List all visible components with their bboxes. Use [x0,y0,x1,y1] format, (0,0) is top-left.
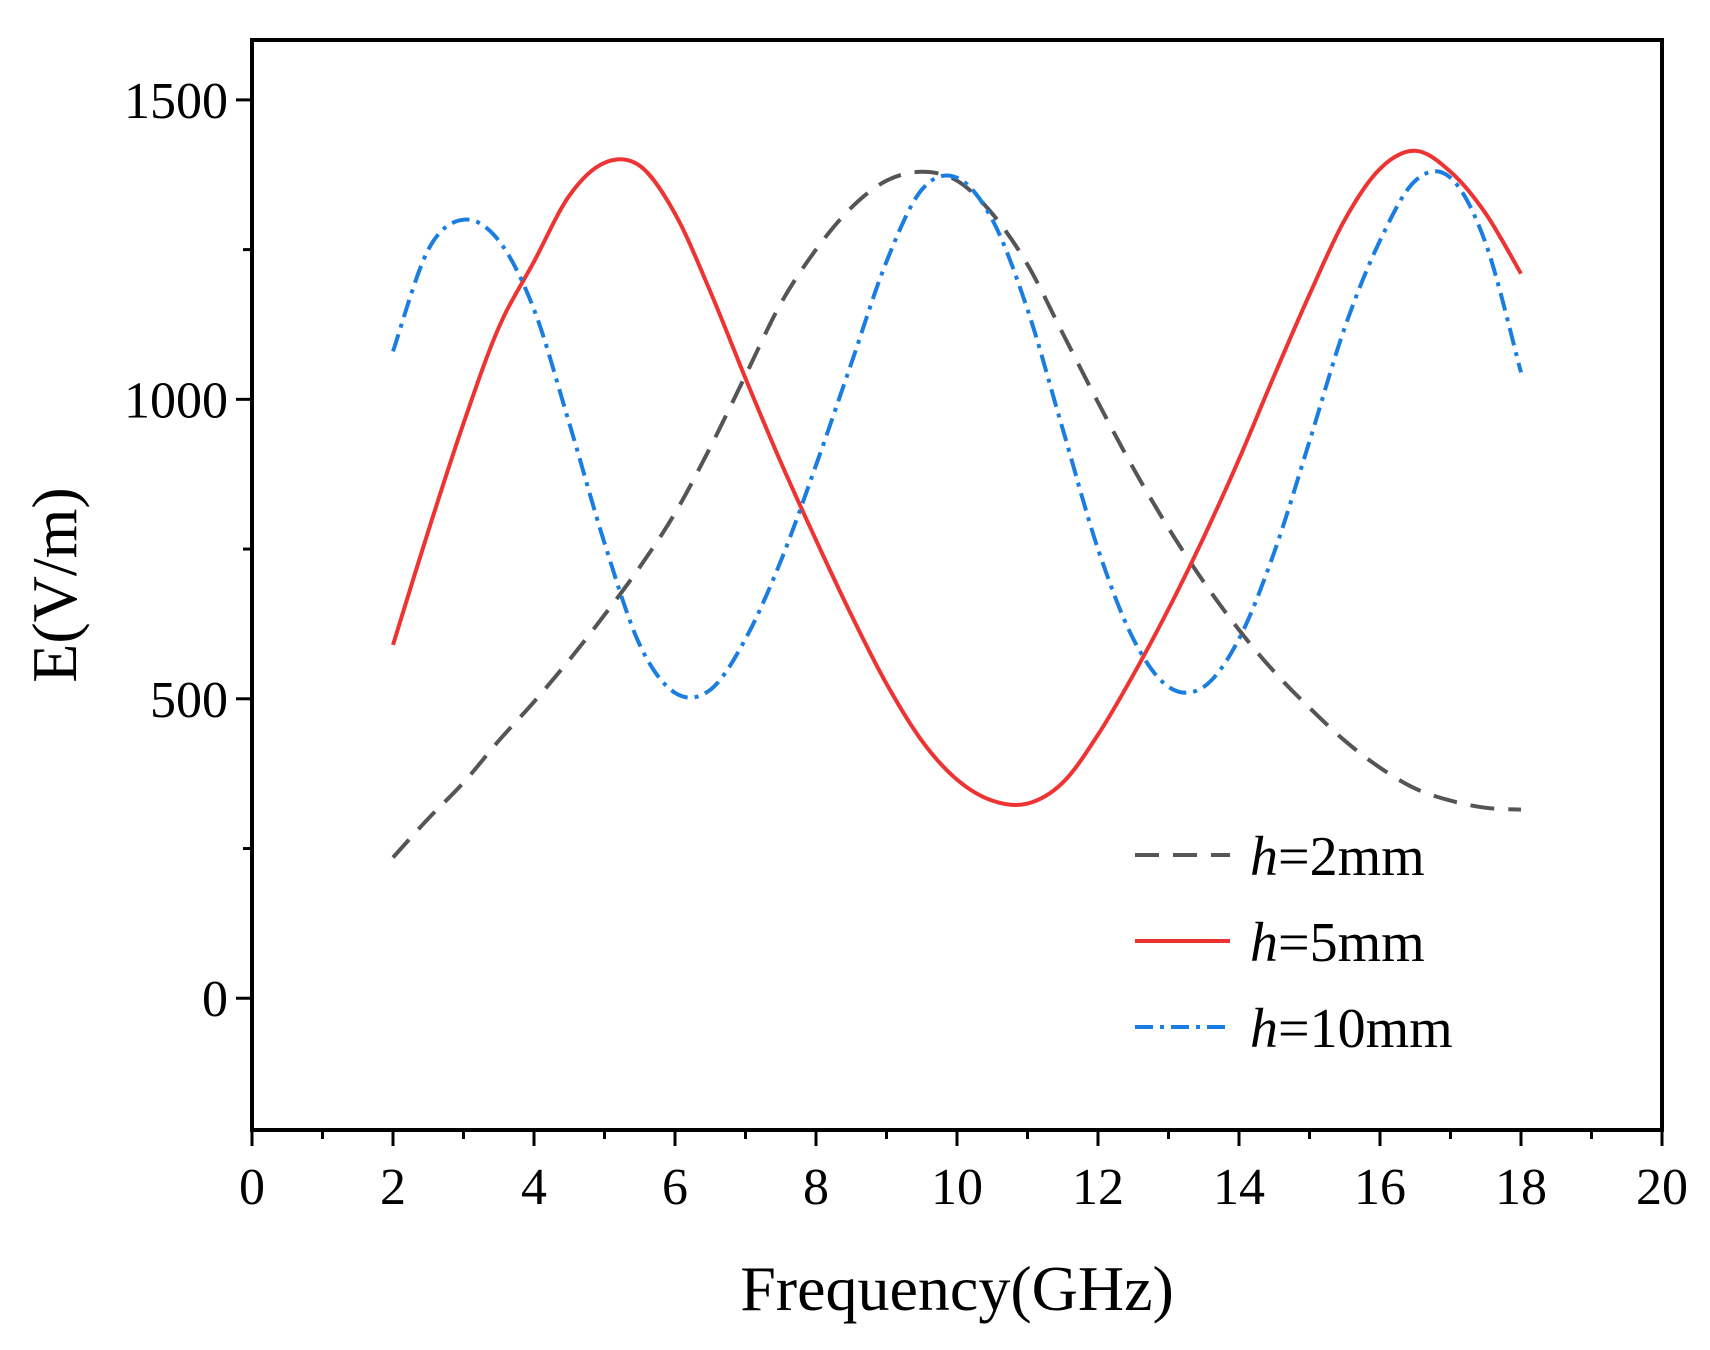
y-tick-label: 500 [150,672,228,729]
series-line-h10mm [391,169,1523,700]
y-axis-title: E(V/m) [19,487,90,683]
x-tick-label: 6 [662,1159,688,1216]
x-tick-label: 14 [1213,1159,1265,1216]
x-tick-label: 8 [803,1159,829,1216]
series-line-h5mm [391,148,1523,808]
y-tick-label: 0 [202,971,228,1028]
x-tick-label: 10 [931,1159,983,1216]
series-line-h2mm [391,169,1522,859]
x-tick-label: 16 [1354,1159,1406,1216]
x-tick-label: 20 [1636,1159,1688,1216]
series-group [391,148,1523,859]
plot-frame [250,38,1664,1132]
x-axis-ticks: 0 2 4 6 8 10 12 14 16 18 20 [239,1130,1688,1216]
legend-label-h5mm: h=5mm [1250,912,1425,974]
legend-label-h10mm: h=10mm [1250,998,1453,1060]
y-tick-label: 1000 [124,372,228,429]
y-tick-label: 1500 [124,73,228,130]
y-axis-ticks: 0 500 1000 1500 [124,73,252,1028]
x-tick-label: 4 [521,1159,547,1216]
x-tick-label: 18 [1495,1159,1547,1216]
legend-label-h2mm: h=2mm [1250,826,1425,888]
x-tick-label: 2 [380,1159,406,1216]
x-axis-title: Frequency(GHz) [740,1253,1174,1324]
legend: h=2mm h=5mm h=10mm [1135,826,1453,1060]
x-tick-label: 12 [1072,1159,1124,1216]
x-tick-label: 0 [239,1159,265,1216]
